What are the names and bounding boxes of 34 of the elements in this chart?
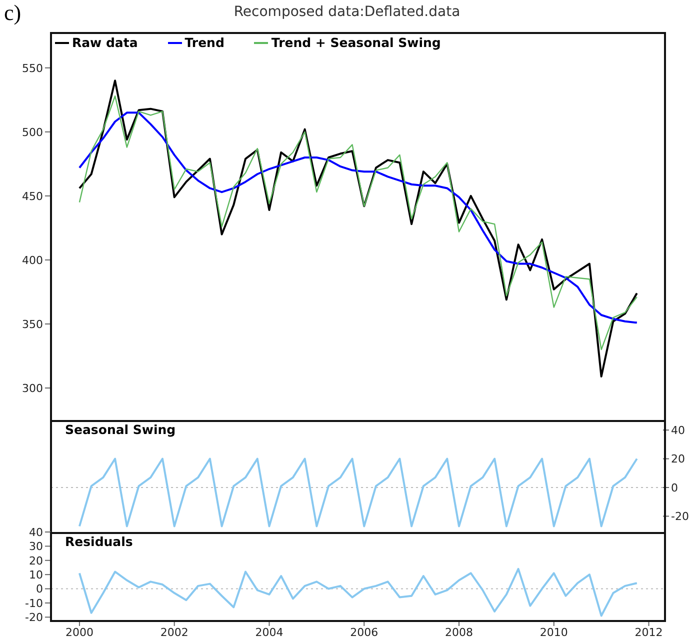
y2-tick-label: -20 [671,510,689,524]
y-tick-label: 350 [22,318,43,331]
legend-label: Trend [184,35,224,50]
y-tick-label: 500 [22,126,43,139]
y2-tick-label: 20 [671,452,685,466]
text: c) [4,0,22,26]
x-tick-label: 2008 [445,626,473,639]
y-tick-label: 40 [29,526,43,539]
y-tick-label: -20 [25,611,43,624]
x-tick-label: 2006 [350,626,378,639]
y2-tick-label: 0 [671,481,678,494]
line-series [78,458,638,528]
y-tick-label: 400 [22,254,43,267]
y-tick-label: 30 [29,540,43,554]
x-tick-label: 2004 [255,626,284,639]
x-tick-label: 2002 [160,626,188,639]
y-tick-label: 0 [36,582,43,596]
y-tick-label: 20 [29,554,43,568]
x-tick-label: 2000 [65,626,94,639]
y-tick-label: 550 [22,62,43,75]
legend-label: Raw data [72,35,138,50]
y2-tick-label: 40 [671,424,685,437]
chart-title: Seasonal Swing [65,422,176,437]
x-tick-label: 2010 [540,626,568,639]
y-tick-label: -10 [25,596,43,610]
line-series [78,568,638,617]
y-tick-label: 450 [22,190,43,203]
chart-title: Recomposed data:Deflated.data [234,4,460,20]
y-tick-label: 300 [22,382,43,395]
line-series [78,112,638,324]
chart-title: Residuals [65,534,133,549]
legend-label: Trend + Seasonal Swing [271,35,441,50]
x-tick-label: 2012 [634,626,663,639]
y-tick-label: 10 [29,568,43,582]
